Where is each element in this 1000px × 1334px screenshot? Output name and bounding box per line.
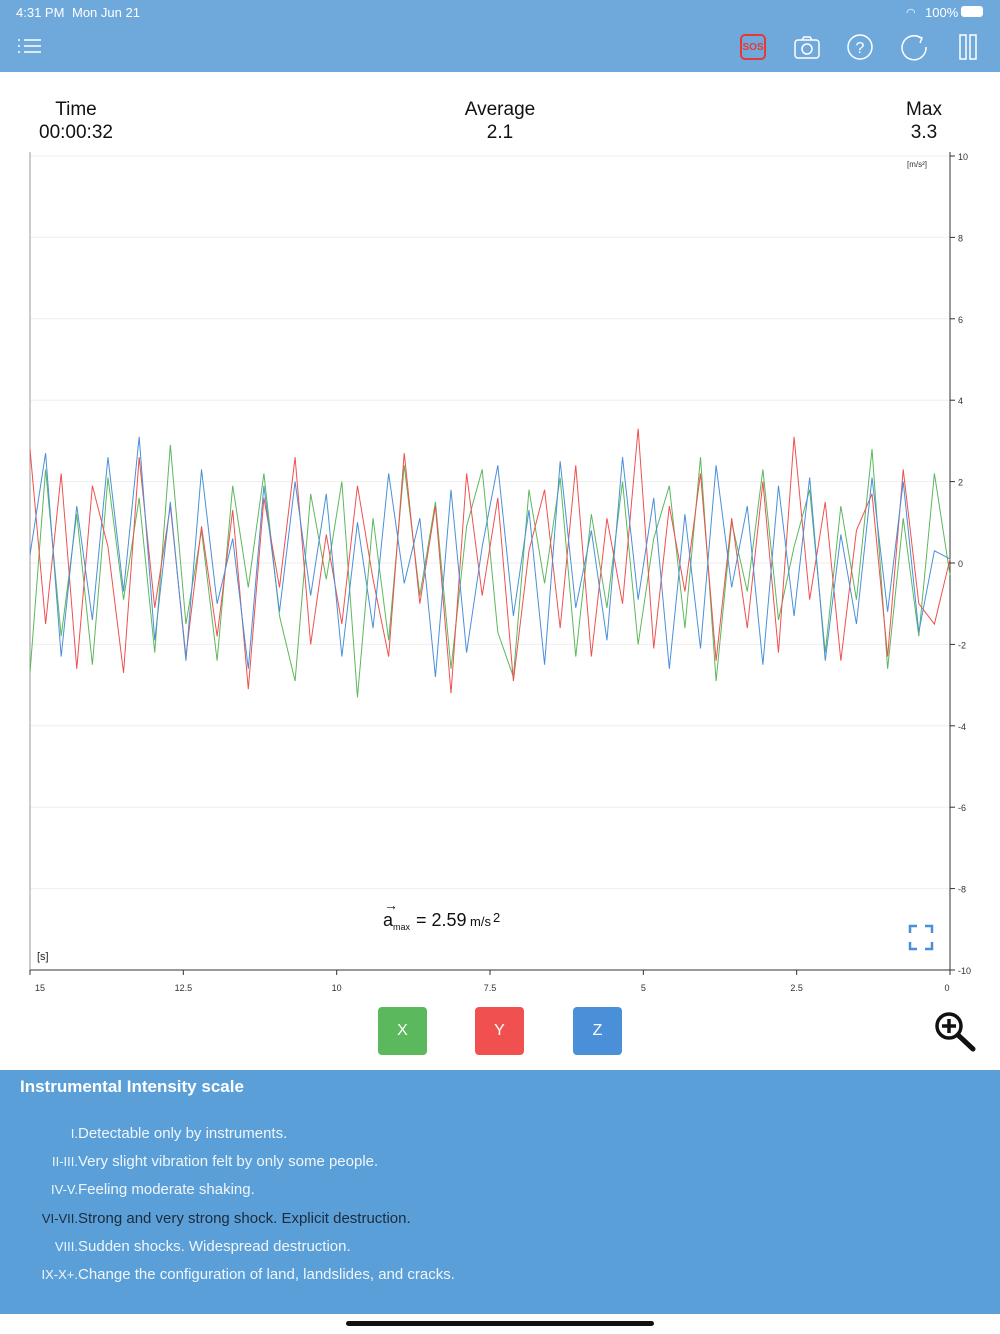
y-tick-label: 0 [958, 559, 963, 569]
zoom-in-icon[interactable] [933, 1010, 977, 1052]
intensity-row: VI-VII.Strong and very strong shock. Exp… [0, 1210, 411, 1227]
y-tick-label: -4 [958, 722, 966, 732]
average-value: 2.1 [486, 122, 514, 143]
y-tick-label: 2 [958, 478, 963, 488]
status-date: Mon Jun 21 [72, 5, 140, 20]
time-label: Time [55, 99, 97, 120]
y-tick-label: -2 [958, 640, 966, 650]
intensity-row: IX-X+.Change the configuration of land, … [0, 1266, 455, 1283]
amax-subscript: max [393, 922, 411, 932]
vector-arrow-icon: → [384, 897, 398, 913]
battery-percent: 100% [925, 5, 959, 20]
x-tick-label: 2.5 [790, 983, 803, 993]
sos-button[interactable]: SOS [740, 34, 766, 60]
time-value: 00:00:32 [39, 122, 113, 143]
max-label: Max [906, 99, 942, 120]
toolbar: 4:31 PM Mon Jun 21 100% ◠ SOS ? [0, 0, 1000, 72]
time-stat: Time 00:00:32 [20, 98, 132, 144]
z-axis-toggle-button[interactable]: Z [573, 1007, 622, 1055]
acceleration-chart: 10 8 6 4 2 0 -2 -4 -6 -8 -10 15 12.5 10 7.5 5 2.5 0 [m/s²… [29, 152, 971, 993]
fullscreen-icon[interactable] [908, 924, 934, 951]
intensity-level: II-III. [52, 1154, 78, 1170]
y-tick-label: -10 [958, 966, 971, 976]
scale-title: Instrumental Intensity scale [20, 1077, 244, 1096]
refresh-icon[interactable] [900, 33, 928, 61]
intensity-row: IV-V.Feeling moderate shaking. [0, 1181, 255, 1198]
intensity-level: VIII. [54, 1238, 78, 1254]
series-line-z [29, 436, 951, 678]
intensity-description: Very slight vibration felt by only some … [78, 1153, 379, 1171]
intensity-row: I.Detectable only by instruments. [0, 1125, 288, 1142]
help-icon[interactable]: ? [846, 33, 874, 61]
average-stat: Average 2.1 [440, 98, 560, 144]
y-axis-unit: [m/s²] [907, 160, 927, 169]
y-tick-label: 8 [958, 233, 963, 243]
intensity-level: IV-V. [51, 1182, 78, 1198]
intensity-description: Feeling moderate shaking. [78, 1181, 255, 1199]
wifi-icon: ◠ [906, 7, 916, 19]
average-label: Average [464, 99, 536, 120]
y-tick-label: -8 [958, 885, 966, 895]
x-tick-label: 7.5 [484, 983, 497, 993]
amax-exponent: 2 [493, 910, 500, 925]
intensity-description: Change the configuration of land, landsl… [78, 1266, 455, 1283]
series-line-y [29, 428, 951, 694]
y-axis-toggle-button[interactable]: Y [475, 1007, 524, 1055]
y-tick-label: 6 [958, 315, 963, 325]
x-axis-unit: [s] [37, 951, 49, 963]
svg-text:?: ? [856, 40, 865, 57]
amax-unit: m/s [470, 914, 491, 929]
intensity-description: Sudden shocks. Widespread destruction. [78, 1237, 351, 1255]
x-axis-toggle-button[interactable]: X [378, 1007, 427, 1055]
intensity-row: II-III.Very slight vibration felt by onl… [0, 1153, 378, 1170]
intensity-level: I. [70, 1126, 78, 1141]
x-tick-label: 5 [641, 983, 646, 993]
x-tick-label: 12.5 [175, 983, 193, 993]
intensity-description: Strong and very strong shock. Explicit d… [78, 1209, 411, 1227]
y-tick-label: 10 [958, 152, 968, 162]
intensity-scale-panel: Instrumental Intensity scale I.Detectabl… [0, 1070, 1000, 1314]
amax-symbol: a [383, 910, 394, 930]
battery-icon [961, 6, 983, 17]
max-value: 3.3 [910, 122, 938, 143]
menu-list-icon[interactable] [16, 33, 44, 61]
x-tick-label: 15 [35, 983, 45, 993]
y-tick-label: -6 [958, 803, 966, 813]
series-line-x [29, 444, 951, 698]
intensity-level: IX-X+. [41, 1267, 79, 1282]
intensity-level: VI-VII. [41, 1210, 78, 1226]
home-indicator[interactable] [346, 1321, 654, 1326]
camera-icon[interactable] [793, 33, 821, 61]
amax-value: = 2.59 [416, 910, 467, 930]
status-time: 4:31 PM [16, 5, 65, 20]
x-tick-label: 10 [332, 983, 342, 993]
y-tick-label: 4 [958, 396, 963, 406]
x-tick-label: 0 [944, 983, 949, 993]
max-stat: Max 3.3 [884, 98, 964, 144]
pause-icon[interactable] [954, 33, 982, 61]
intensity-description: Detectable only by instruments. [78, 1125, 288, 1142]
intensity-row: VIII.Sudden shocks. Widespread destructi… [0, 1238, 351, 1255]
